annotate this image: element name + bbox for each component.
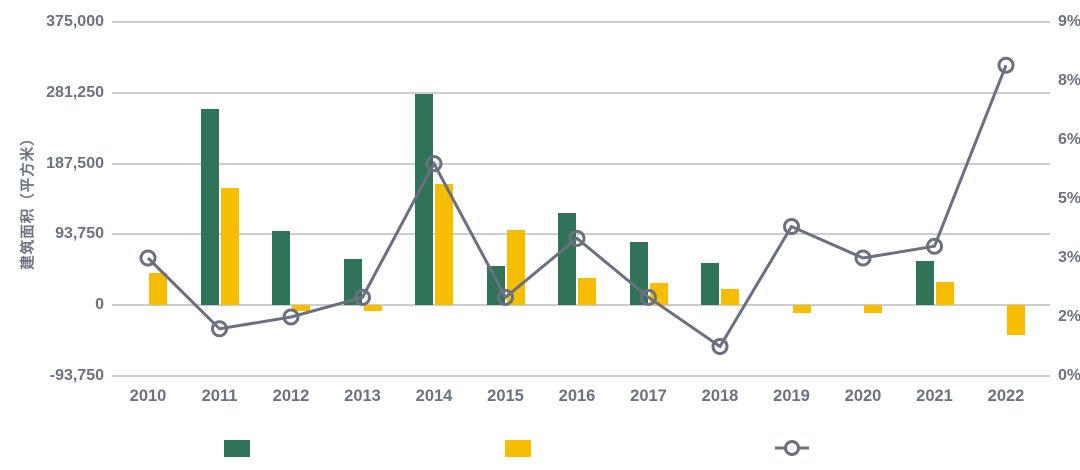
bar-yellow (578, 278, 596, 306)
right-axis-tick-label: 8% (1058, 72, 1080, 89)
legend-line-marker (775, 440, 809, 456)
right-axis-tick-label: 9% (1058, 13, 1080, 30)
line-marker-circle (854, 249, 872, 267)
line-marker-circle (640, 288, 657, 306)
line-marker-circle (711, 338, 729, 355)
bar-green (915, 261, 934, 306)
bar-green (272, 231, 290, 306)
bar-green (629, 241, 648, 306)
legend-swatch-green (224, 440, 250, 457)
line-marker-circle (282, 308, 300, 326)
line-marker-circle (354, 288, 371, 306)
line-marker-circle (211, 320, 228, 338)
gridline (112, 162, 1050, 165)
left-axis-tick-label: 375,000 (46, 13, 104, 30)
bar-green (701, 262, 719, 306)
line-marker-circle (139, 249, 157, 267)
line-marker-circle (926, 237, 943, 255)
right-axis-tick-label: 3% (1058, 249, 1080, 266)
x-axis-year-label: 2011 (201, 387, 238, 405)
line-marker-circle (497, 288, 514, 306)
legend-swatch-yellow (505, 440, 531, 457)
x-axis-year-label: 2010 (129, 387, 167, 405)
bar-yellow (935, 281, 954, 306)
bar-yellow (435, 183, 453, 306)
line-marker-circle (425, 155, 443, 173)
x-axis-year-label: 2012 (272, 387, 310, 405)
bar-yellow (792, 305, 811, 314)
x-axis-year-label: 2018 (701, 387, 739, 405)
right-axis-tick-label: 5% (1058, 190, 1080, 207)
x-axis-year-label: 2017 (630, 387, 667, 405)
gridline (112, 375, 1050, 377)
left-axis-tick-label: 0 (95, 296, 104, 314)
bar-green (415, 93, 433, 306)
x-axis-year-label: 2016 (558, 387, 596, 405)
right-axis-tick-label: 0% (1058, 367, 1080, 384)
x-axis-year-label: 2015 (487, 387, 524, 405)
bar-yellow (149, 273, 167, 306)
x-axis-year-label: 2019 (773, 387, 810, 405)
bar-green (200, 108, 219, 306)
gridline (112, 304, 1050, 307)
line-marker-circle (568, 229, 586, 247)
x-axis-year-label: 2022 (987, 387, 1025, 405)
left-axis-tick-label: 281,250 (46, 83, 104, 101)
bar-yellow (864, 305, 882, 313)
x-axis-year-label: 2014 (415, 387, 453, 405)
line-marker-circle (997, 56, 1015, 74)
x-axis-year-label: 2021 (916, 387, 953, 405)
right-axis-tick-label: 2% (1058, 308, 1080, 325)
gridline (112, 91, 1050, 94)
x-axis-year-label: 2013 (344, 387, 381, 405)
left-axis-tick-label: 93,750 (55, 225, 104, 243)
x-axis-year-label: 2020 (844, 387, 882, 405)
bar-yellow (1007, 305, 1025, 336)
bar-yellow (721, 289, 739, 306)
bar-yellow (363, 305, 382, 312)
gridline (112, 21, 1050, 23)
left-axis-tick-label: 187,500 (46, 154, 104, 172)
right-axis-tick-label: 6% (1058, 131, 1080, 148)
line-marker-circle (783, 218, 800, 236)
line-series-path (146, 64, 1008, 349)
bar-yellow (292, 305, 310, 312)
bar-yellow (220, 188, 239, 306)
left-axis-tick-label: -93,750 (49, 367, 104, 384)
